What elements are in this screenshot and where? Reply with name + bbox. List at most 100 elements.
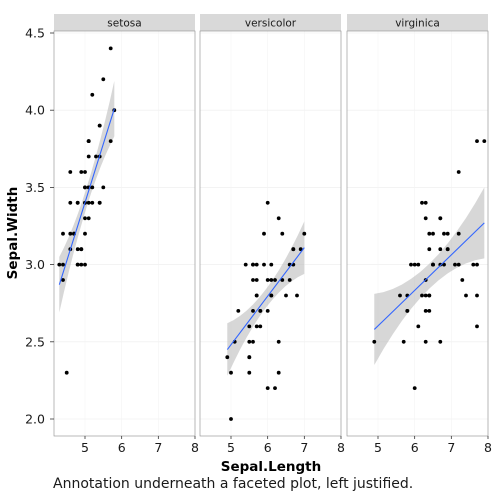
data-point xyxy=(427,293,432,298)
data-point xyxy=(265,200,270,205)
data-point xyxy=(229,370,233,375)
data-point xyxy=(90,92,95,97)
regression-line xyxy=(226,247,305,350)
data-point xyxy=(265,309,270,313)
data-point xyxy=(438,216,443,221)
data-point xyxy=(291,247,296,252)
data-point xyxy=(471,262,476,267)
data-point xyxy=(464,293,468,298)
data-point xyxy=(276,339,281,344)
data-point xyxy=(401,339,406,344)
data-point xyxy=(475,293,479,298)
data-point xyxy=(427,309,432,313)
data-point xyxy=(276,216,281,221)
x-axis: 5 6 7 8 5 6 7 8 5 6 7 8 xyxy=(81,436,492,455)
facet-panel-virginica: virginica xyxy=(346,14,489,437)
data-point xyxy=(269,262,274,267)
facet-strip-label: versicolor xyxy=(245,18,297,30)
data-point xyxy=(247,324,252,329)
data-point xyxy=(94,154,98,159)
y-axis-title: Sepal.Width xyxy=(5,187,21,280)
data-point xyxy=(251,339,255,344)
data-point xyxy=(229,417,233,421)
data-point xyxy=(482,139,487,144)
data-point xyxy=(475,324,479,329)
data-point xyxy=(254,278,259,282)
data-point xyxy=(475,139,479,144)
y-tick-label: 2.0 xyxy=(25,412,45,427)
data-point xyxy=(431,231,435,236)
data-point xyxy=(86,139,91,144)
data-point xyxy=(97,123,102,128)
data-point xyxy=(243,262,248,267)
data-point xyxy=(427,247,432,252)
y-tick-label: 2.5 xyxy=(25,334,45,349)
data-point xyxy=(442,231,446,236)
data-point xyxy=(75,200,80,205)
data-point xyxy=(64,370,69,375)
data-point xyxy=(456,231,461,236)
data-point xyxy=(423,200,428,205)
data-point xyxy=(247,370,252,375)
data-point xyxy=(280,278,285,282)
data-point xyxy=(445,231,450,236)
data-point xyxy=(247,355,252,360)
data-point xyxy=(61,278,65,282)
data-point xyxy=(236,309,241,313)
data-point xyxy=(438,247,443,252)
data-point xyxy=(273,278,277,282)
data-point xyxy=(423,216,428,221)
data-point xyxy=(416,262,421,267)
data-point xyxy=(83,185,87,190)
data-point xyxy=(456,262,461,267)
data-point xyxy=(416,324,421,329)
data-point xyxy=(265,278,270,282)
data-point xyxy=(423,339,428,344)
data-point xyxy=(225,355,230,360)
x-axis-title: Sepal.Length xyxy=(221,459,322,475)
facet-strip xyxy=(200,14,341,31)
regression-line xyxy=(373,222,485,330)
data-point xyxy=(420,200,424,205)
data-point xyxy=(61,231,65,236)
data-point xyxy=(90,185,95,190)
data-point xyxy=(423,309,428,313)
data-point xyxy=(251,309,255,313)
data-point xyxy=(83,170,87,174)
data-point xyxy=(412,386,417,390)
data-point xyxy=(254,324,259,329)
data-point xyxy=(269,293,274,298)
x-tick-label: 6 xyxy=(411,440,419,455)
data-point xyxy=(262,262,266,267)
x-tick-label: 7 xyxy=(300,440,308,455)
facet-strip xyxy=(54,14,195,31)
data-point xyxy=(295,293,299,298)
data-point xyxy=(412,262,417,267)
data-point xyxy=(86,216,91,221)
data-point xyxy=(262,231,266,236)
data-point xyxy=(298,247,303,252)
data-point xyxy=(75,262,80,267)
data-point xyxy=(276,370,281,375)
data-point xyxy=(398,293,402,298)
data-point xyxy=(453,262,457,267)
data-point xyxy=(456,170,461,174)
data-point xyxy=(68,231,73,236)
x-tick-label: 5 xyxy=(374,440,382,455)
facet-strip-label: virginica xyxy=(395,18,440,30)
facet-panel-versicolor: versicolor xyxy=(199,14,342,437)
panel-border xyxy=(53,30,196,437)
facet-strip-label: setosa xyxy=(107,18,141,30)
data-point xyxy=(265,386,270,390)
x-tick-label: 6 xyxy=(264,440,272,455)
data-point xyxy=(427,231,432,236)
data-point xyxy=(79,262,84,267)
data-point xyxy=(431,262,435,267)
facet-panels: setosa versicolor virginica xyxy=(53,14,489,437)
data-point xyxy=(445,247,450,252)
data-point xyxy=(269,278,274,282)
data-point xyxy=(83,216,87,221)
data-point xyxy=(86,200,91,205)
data-point xyxy=(251,278,255,282)
data-point xyxy=(108,139,113,144)
